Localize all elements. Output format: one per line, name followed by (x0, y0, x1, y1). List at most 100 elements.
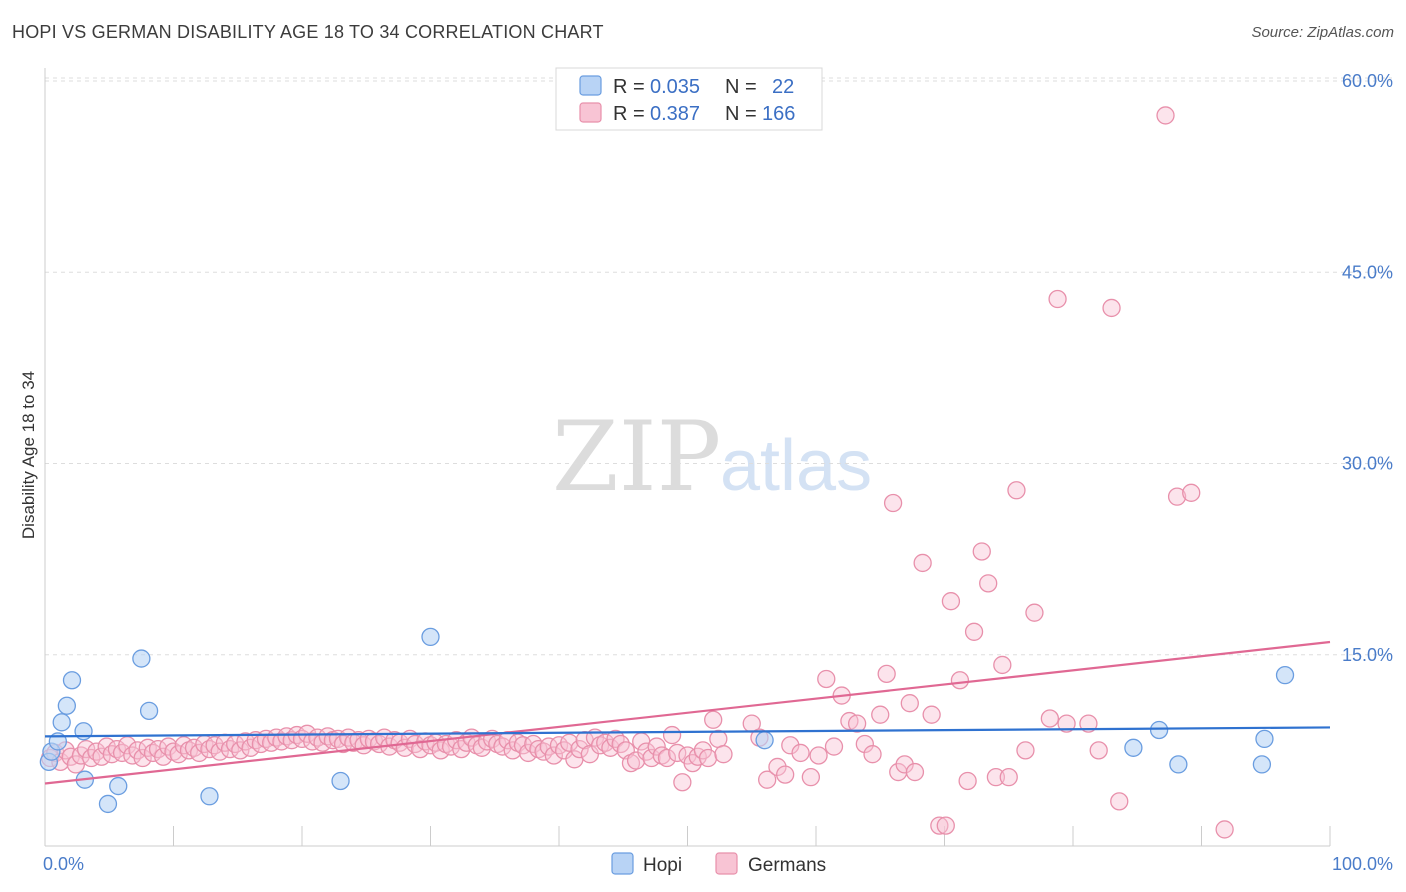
hopi-point-11 (139, 701, 159, 720)
legend-germans-swatch (579, 102, 602, 123)
y-axis-label: Disability Age 18 to 34 (19, 371, 38, 539)
hopi-point-19 (1252, 755, 1272, 774)
germans-point-167 (999, 768, 1018, 787)
hopi-point-10 (132, 649, 151, 668)
hopi-series (39, 627, 1295, 814)
germans-point-161 (958, 771, 977, 791)
germans-point-171 (1040, 709, 1060, 728)
germans-point-96 (534, 742, 553, 761)
hopi-point-12 (200, 787, 219, 806)
germans-point-166 (993, 655, 1012, 675)
grid (45, 77, 1392, 656)
germans-point-130 (709, 729, 728, 749)
germans-point-121 (662, 725, 682, 745)
germans-point-162 (964, 622, 984, 641)
germans-point-155 (913, 553, 932, 573)
germans-point-98 (544, 746, 564, 765)
germans-point-134 (758, 770, 777, 789)
germans-point-153 (900, 694, 919, 713)
bottom-legend-hopi-label: Hopi (643, 855, 682, 876)
germans-point-148 (871, 705, 890, 724)
germans-point-28 (184, 738, 204, 757)
germans-point-22 (154, 747, 173, 766)
germans-point-139 (801, 768, 821, 787)
legend: R = 0.035 N = 22 R = 0.387 N = 166 (555, 67, 823, 131)
germans-point-149 (877, 664, 896, 684)
hopi-point-16 (1124, 738, 1143, 757)
germans-point-23 (159, 737, 178, 756)
legend-hopi-n-value: 22 (772, 76, 794, 98)
hopi-point-14 (421, 627, 440, 647)
y-tick-label-1: 30.0% (1342, 454, 1393, 474)
germans-point-168 (1007, 481, 1026, 500)
germans-point-177 (1110, 792, 1129, 811)
hopi-point-3 (52, 713, 71, 732)
germans-point-136 (776, 765, 795, 784)
legend-hopi-r-value: 0.035 (650, 76, 700, 98)
germans-point-109 (601, 738, 620, 757)
germans-point-150 (883, 493, 903, 513)
legend-germans-r-label: R = (613, 103, 645, 125)
germans-point-128 (698, 748, 718, 768)
germans-point-172 (1048, 289, 1067, 309)
germans-point-137 (781, 736, 800, 755)
germans-point-25 (169, 745, 188, 764)
germans-point-9 (87, 742, 106, 761)
germans-point-93 (519, 743, 538, 763)
germans-point-129 (704, 710, 723, 729)
x-tick-labels: 0.0% 100.0% (43, 854, 1393, 874)
chart-title: HOPI VS GERMAN DISABILITY AGE 18 TO 34 C… (12, 22, 604, 42)
germans-point-18 (133, 748, 152, 768)
legend-germans-n-label: N = (725, 103, 757, 125)
hopi-point-9 (109, 776, 128, 796)
x-tick-label-0: 0.0% (43, 854, 84, 874)
germans-trend-line (44, 640, 1331, 785)
germans-series (40, 106, 1234, 839)
y-tick-labels: 15.0% 30.0% 45.0% 60.0% (1342, 71, 1393, 665)
germans-point-180 (1182, 483, 1201, 502)
legend-germans-n-value: 166 (762, 103, 795, 125)
germans-point-131 (714, 745, 733, 764)
germans-point-140 (809, 746, 828, 765)
axes (44, 68, 1331, 847)
y-tick-label-0: 15.0% (1342, 645, 1393, 665)
germans-point-141 (817, 669, 836, 689)
legend-hopi-n-label: N = (725, 76, 757, 98)
hopi-point-20 (1255, 729, 1274, 749)
hopi-point-4 (57, 696, 76, 715)
germans-point-160 (950, 671, 970, 690)
germans-point-179 (1167, 487, 1187, 506)
legend-hopi-swatch (579, 75, 602, 96)
germans-point-110 (606, 729, 625, 749)
germans-point-165 (986, 768, 1006, 787)
germans-point-29 (190, 743, 209, 763)
germans-point-174 (1079, 714, 1098, 733)
germans-point-156 (922, 705, 941, 724)
hopi-point-13 (331, 771, 350, 791)
bottom-legend-germans-label: Germans (748, 855, 826, 876)
germans-point-173 (1057, 714, 1076, 733)
hopi-point-5 (62, 671, 82, 690)
germans-point-147 (863, 745, 882, 764)
germans-point-178 (1156, 106, 1175, 125)
germans-point-108 (596, 733, 615, 752)
germans-point-164 (979, 574, 998, 593)
germans-point-123 (673, 773, 692, 792)
germans-point-175 (1089, 741, 1108, 760)
watermark-atlas: atlas (720, 426, 872, 506)
germans-point-135 (768, 757, 787, 777)
source-credit: Source: ZipAtlas.com (1251, 24, 1394, 41)
hopi-point-15 (755, 731, 774, 750)
bottom-legend-germans-swatch (715, 852, 738, 875)
germans-point-157 (930, 816, 949, 835)
germans-point-118 (647, 737, 666, 756)
trend-lines (44, 640, 1331, 785)
y-tick-label-2: 45.0% (1342, 262, 1393, 282)
germans-point-94 (524, 734, 543, 754)
hopi-point-8 (98, 794, 118, 814)
germans-point-163 (972, 542, 991, 561)
germans-point-101 (560, 733, 579, 752)
germans-point-138 (791, 743, 810, 763)
germans-point-159 (941, 592, 961, 611)
